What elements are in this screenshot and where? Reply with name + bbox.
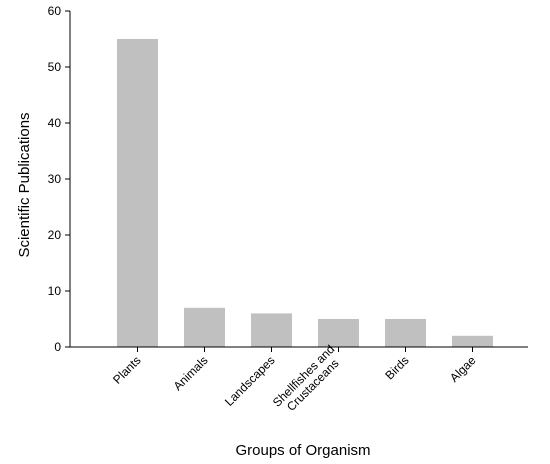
y-tick-label: 40	[48, 116, 62, 130]
bar-animals	[184, 307, 225, 347]
y-tick-label: 20	[48, 228, 62, 242]
y-tick-label: 50	[48, 60, 62, 74]
x-tick-label: Birds	[382, 353, 411, 382]
x-tick-label: Shellfishes andCrustaceans	[270, 342, 347, 419]
x-tick-label: Plants	[110, 353, 143, 386]
x-tick-label: Algae	[447, 353, 479, 385]
bar-birds	[385, 319, 426, 347]
x-axis-title: Groups of Organism	[235, 442, 370, 459]
y-tick-label: 10	[48, 284, 62, 298]
bar-landscapes	[251, 313, 292, 347]
bar-algae	[452, 335, 493, 347]
x-tick-label: Animals	[171, 353, 211, 393]
x-tick-label: Landscapes	[222, 353, 278, 409]
y-axis-title: Scientific Publications	[16, 112, 33, 257]
y-tick-label: 60	[48, 4, 62, 18]
y-tick-label: 30	[48, 172, 62, 186]
bar-shellfishes-and-crustaceans	[318, 319, 359, 347]
bar-plants	[117, 39, 158, 347]
bars-group	[117, 39, 493, 347]
y-ticks-group: 0 10 20 30 40 50 60	[48, 4, 70, 354]
y-tick-label: 0	[54, 340, 61, 354]
